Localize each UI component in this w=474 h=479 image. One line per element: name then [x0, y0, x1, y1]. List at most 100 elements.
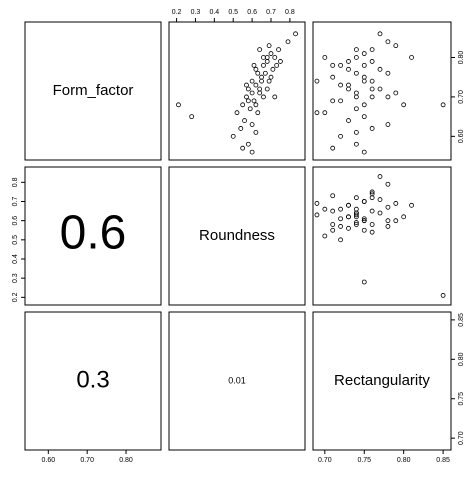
y-tick-label: 0.3: [12, 273, 19, 283]
point: [330, 145, 336, 151]
point: [322, 55, 328, 60]
panel: [312, 166, 452, 306]
point: [353, 70, 359, 76]
point: [409, 55, 414, 60]
point: [361, 62, 367, 68]
y-tick-label: 0.80: [458, 51, 465, 65]
point: [266, 43, 272, 49]
point: [385, 70, 391, 76]
x-tick-label: 0.5: [228, 9, 238, 16]
x-tick-label: 0.4: [209, 9, 219, 16]
point: [176, 102, 181, 108]
point: [369, 59, 375, 64]
point: [369, 94, 375, 100]
point: [240, 102, 246, 108]
point: [259, 78, 264, 84]
point: [369, 222, 375, 227]
point: [338, 62, 344, 68]
panel: [168, 311, 306, 451]
y-tick-label: 0.7: [12, 197, 19, 207]
x-tick-label: 0.85: [436, 457, 450, 464]
y-tick-label: 0.75: [458, 392, 465, 406]
point: [377, 86, 383, 92]
point: [346, 82, 351, 88]
point: [261, 62, 266, 68]
x-tick-label: 0.80: [397, 457, 411, 464]
point: [361, 216, 367, 222]
point: [276, 47, 281, 52]
point: [338, 216, 344, 222]
point: [249, 122, 255, 127]
point: [322, 206, 328, 212]
x-tick-label: 0.7: [266, 9, 276, 16]
point: [262, 70, 268, 76]
x-tick-label: 0.80: [119, 457, 133, 464]
x-tick-label: 0.60: [42, 457, 56, 464]
point: [266, 78, 272, 84]
y-tick-label: 0.80: [458, 352, 465, 366]
point: [369, 229, 375, 235]
panel: [168, 21, 306, 161]
point: [255, 70, 261, 76]
point: [314, 78, 320, 84]
point: [253, 129, 259, 135]
point: [385, 122, 391, 127]
point: [361, 199, 367, 204]
point: [353, 222, 359, 227]
point: [385, 181, 391, 187]
y-tick-label: 0.8: [12, 177, 19, 187]
point: [245, 86, 251, 92]
point: [369, 126, 375, 131]
point: [330, 193, 336, 199]
point: [244, 94, 249, 100]
point: [377, 31, 383, 37]
point: [353, 212, 359, 218]
point: [346, 225, 351, 231]
point: [330, 208, 336, 214]
point: [338, 224, 344, 229]
point: [353, 106, 359, 112]
point: [385, 218, 391, 224]
panel: [312, 21, 452, 161]
x-tick-label: 0.70: [80, 457, 94, 464]
point: [257, 47, 263, 52]
point: [361, 149, 367, 155]
point: [189, 114, 195, 120]
panel: [168, 166, 306, 306]
variable-label: Rectangularity: [334, 372, 430, 389]
point: [264, 86, 270, 92]
point: [245, 141, 251, 147]
point: [353, 129, 359, 135]
point: [230, 133, 236, 139]
point: [353, 94, 359, 100]
point: [385, 39, 391, 45]
point: [338, 82, 344, 88]
point: [293, 31, 298, 37]
point: [259, 74, 264, 80]
x-tick-label: 0.75: [357, 457, 371, 464]
point: [369, 78, 375, 84]
point: [369, 189, 375, 195]
x-tick-label: 0.8: [285, 9, 295, 16]
x-tick-label: 0.3: [191, 9, 201, 16]
point: [361, 74, 367, 80]
point: [244, 82, 249, 88]
y-tick-label: 0.6: [12, 216, 19, 226]
variable-label: Roundness: [199, 227, 275, 244]
point: [264, 59, 270, 64]
y-tick-label: 0.4: [12, 254, 19, 264]
point: [257, 86, 263, 92]
y-tick-label: 0.60: [458, 129, 465, 143]
y-tick-label: 0.2: [12, 292, 19, 302]
point: [346, 214, 351, 220]
point: [369, 47, 375, 52]
point: [274, 62, 280, 68]
point: [245, 98, 251, 104]
point: [257, 90, 263, 96]
correlation-value: 0.6: [60, 207, 127, 260]
point: [330, 98, 336, 104]
point: [361, 78, 367, 84]
point: [377, 174, 383, 179]
panel: [312, 311, 452, 451]
correlation-value: 0.01: [228, 375, 246, 385]
